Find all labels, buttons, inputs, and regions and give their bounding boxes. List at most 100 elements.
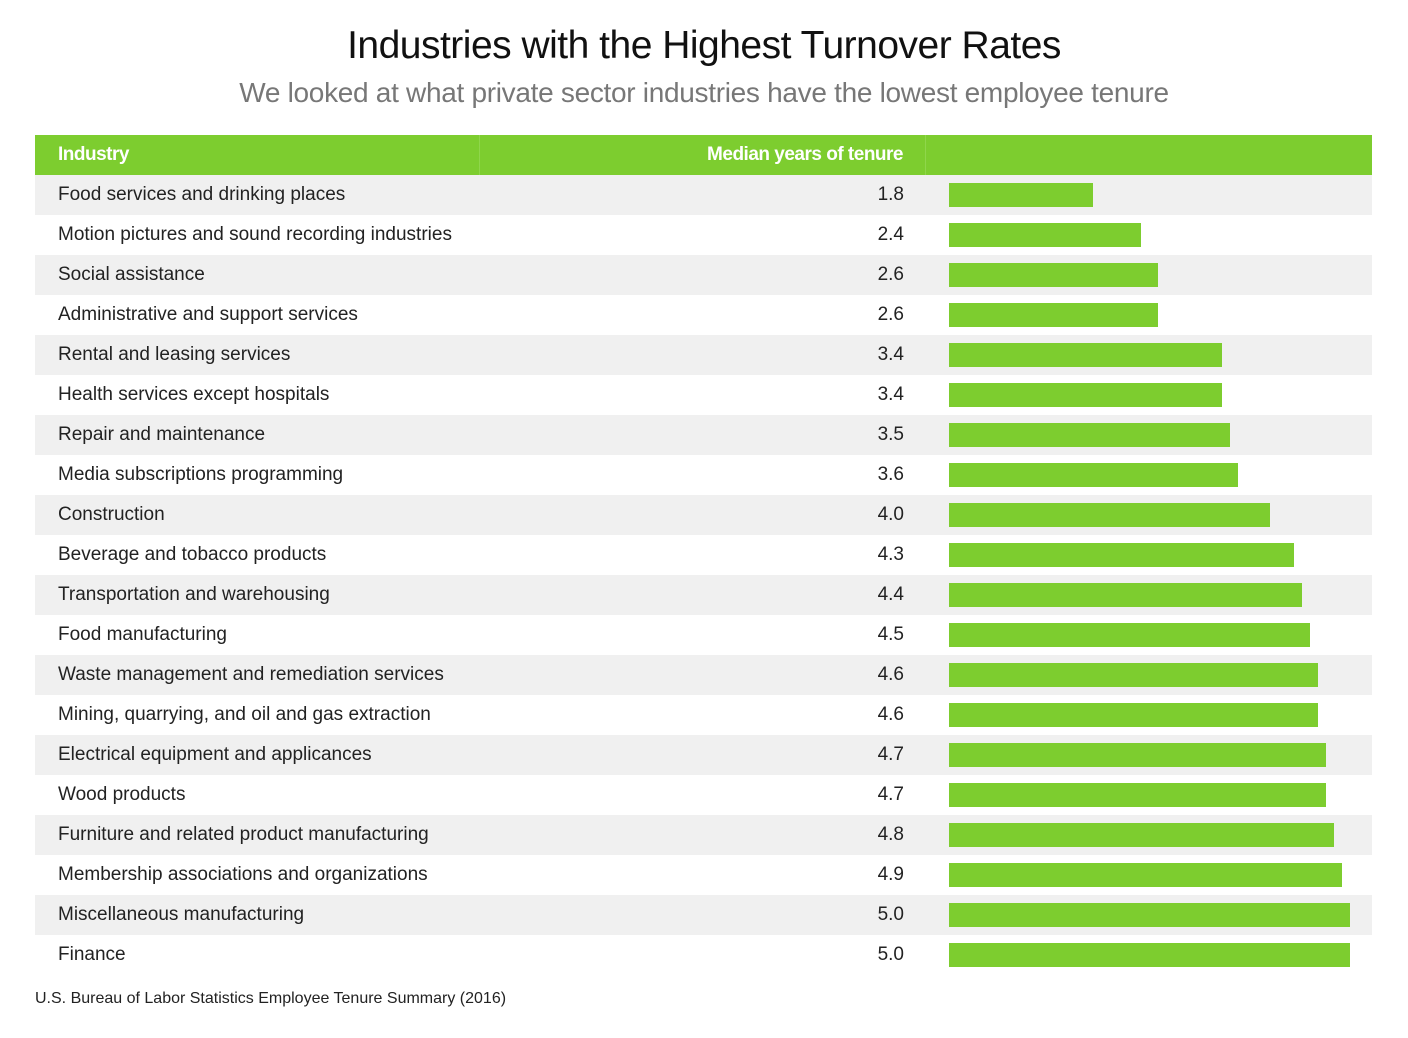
industry-label: Membership associations and organization…	[58, 864, 428, 885]
bar-cell	[926, 655, 1372, 695]
table-row: Rental and leasing services 3.4	[35, 335, 1372, 375]
industry-label: Miscellaneous manufacturing	[58, 904, 305, 925]
table-row: Mining, quarrying, and oil and gas extra…	[35, 695, 1372, 735]
bar-cell	[926, 815, 1372, 855]
bar-cell	[926, 855, 1372, 895]
tenure-value: 2.4	[877, 224, 904, 245]
tenure-value: 3.4	[877, 384, 904, 405]
industry-label: Media subscriptions programming	[58, 464, 344, 485]
bar-cell	[926, 535, 1372, 575]
table-row: Motion pictures and sound recording indu…	[35, 215, 1372, 255]
tenure-value: 3.4	[877, 344, 904, 365]
table-row: Repair and maintenance 3.5	[35, 415, 1372, 455]
industry-label: Motion pictures and sound recording indu…	[58, 224, 452, 245]
table-row: Beverage and tobacco products 4.3	[35, 535, 1372, 575]
industry-label: Health services except hospitals	[58, 384, 330, 405]
source-note: U.S. Bureau of Labor Statistics Employee…	[35, 990, 507, 1007]
tenure-value: 4.9	[877, 864, 904, 885]
table-row: Miscellaneous manufacturing 5.0	[35, 895, 1372, 935]
bar-cell	[926, 495, 1372, 535]
table-row: Finance 5.0	[35, 935, 1372, 975]
table-row: Food services and drinking places 1.8	[35, 175, 1372, 215]
tenure-value: 4.0	[877, 504, 904, 525]
tenure-bar	[949, 303, 1158, 327]
industry-label: Wood products	[58, 784, 186, 805]
table-row: Health services except hospitals 3.4	[35, 375, 1372, 415]
tenure-bar	[949, 783, 1326, 807]
header-industry: Industry	[35, 135, 480, 175]
tenure-bar	[949, 903, 1350, 927]
tenure-bar	[949, 343, 1222, 367]
tenure-bar	[949, 943, 1350, 967]
industry-label: Transportation and warehousing	[58, 584, 330, 605]
table-row: Administrative and support services 2.6	[35, 295, 1372, 335]
industry-label: Food manufacturing	[58, 624, 227, 645]
industry-label: Social assistance	[58, 264, 205, 285]
header-median-tenure: Median years of tenure	[480, 135, 926, 175]
tenure-value: 4.4	[877, 584, 904, 605]
tenure-bar	[949, 543, 1294, 567]
industry-label: Repair and maintenance	[58, 424, 266, 445]
tenure-value: 2.6	[877, 304, 904, 325]
bar-cell	[926, 615, 1372, 655]
tenure-bar	[949, 663, 1318, 687]
bar-cell	[926, 295, 1372, 335]
tenure-bar	[949, 863, 1342, 887]
table-row: Waste management and remediation service…	[35, 655, 1372, 695]
tenure-bar	[949, 823, 1334, 847]
bar-cell	[926, 255, 1372, 295]
tenure-value: 5.0	[877, 904, 904, 925]
chart-subtitle: We looked at what private sector industr…	[239, 77, 1169, 108]
table-header: Industry Median years of tenure	[35, 135, 1372, 175]
chart-title: Industries with the Highest Turnover Rat…	[347, 24, 1061, 67]
industry-label: Beverage and tobacco products	[58, 544, 327, 565]
tenure-bar	[949, 463, 1238, 487]
table-body: Food services and drinking places 1.8 Mo…	[35, 175, 1372, 975]
industry-label: Finance	[58, 944, 126, 965]
table-row: Social assistance 2.6	[35, 255, 1372, 295]
bar-cell	[926, 575, 1372, 615]
tenure-bar	[949, 743, 1326, 767]
bar-cell	[926, 935, 1372, 975]
tenure-bar	[949, 623, 1310, 647]
industry-label: Rental and leasing services	[58, 344, 291, 365]
table-row: Electrical equipment and applicances 4.7	[35, 735, 1372, 775]
tenure-bar	[949, 503, 1270, 527]
table-row: Media subscriptions programming 3.6	[35, 455, 1372, 495]
bar-cell	[926, 735, 1372, 775]
bar-cell	[926, 175, 1372, 215]
tenure-value: 4.6	[877, 664, 904, 685]
tenure-bar	[949, 583, 1302, 607]
tenure-value: 2.6	[877, 264, 904, 285]
tenure-value: 3.6	[877, 464, 904, 485]
tenure-bar	[949, 703, 1318, 727]
table-row: Transportation and warehousing 4.4	[35, 575, 1372, 615]
bar-cell	[926, 375, 1372, 415]
tenure-value: 4.5	[877, 624, 904, 645]
tenure-value: 4.7	[877, 744, 904, 765]
table-row: Wood products 4.7	[35, 775, 1372, 815]
tenure-value: 1.8	[877, 184, 904, 205]
tenure-bar	[949, 183, 1094, 207]
table-row: Membership associations and organization…	[35, 855, 1372, 895]
industry-label: Food services and drinking places	[58, 184, 346, 205]
tenure-bar	[949, 263, 1158, 287]
bar-cell	[926, 215, 1372, 255]
tenure-value: 4.6	[877, 704, 904, 725]
tenure-value: 5.0	[877, 944, 904, 965]
tenure-bar	[949, 223, 1142, 247]
table-row: Construction 4.0	[35, 495, 1372, 535]
tenure-bar	[949, 423, 1230, 447]
industry-label: Electrical equipment and applicances	[58, 744, 372, 765]
table-row: Furniture and related product manufactur…	[35, 815, 1372, 855]
table-row: Food manufacturing 4.5	[35, 615, 1372, 655]
tenure-value: 4.3	[877, 544, 904, 565]
bar-cell	[926, 455, 1372, 495]
tenure-value: 4.8	[877, 824, 904, 845]
bar-cell	[926, 775, 1372, 815]
bar-cell	[926, 695, 1372, 735]
industry-label: Administrative and support services	[58, 304, 358, 325]
bar-cell	[926, 895, 1372, 935]
industry-label: Waste management and remediation service…	[58, 664, 444, 685]
data-table: Industry Median years of tenure Food ser…	[35, 135, 1372, 975]
